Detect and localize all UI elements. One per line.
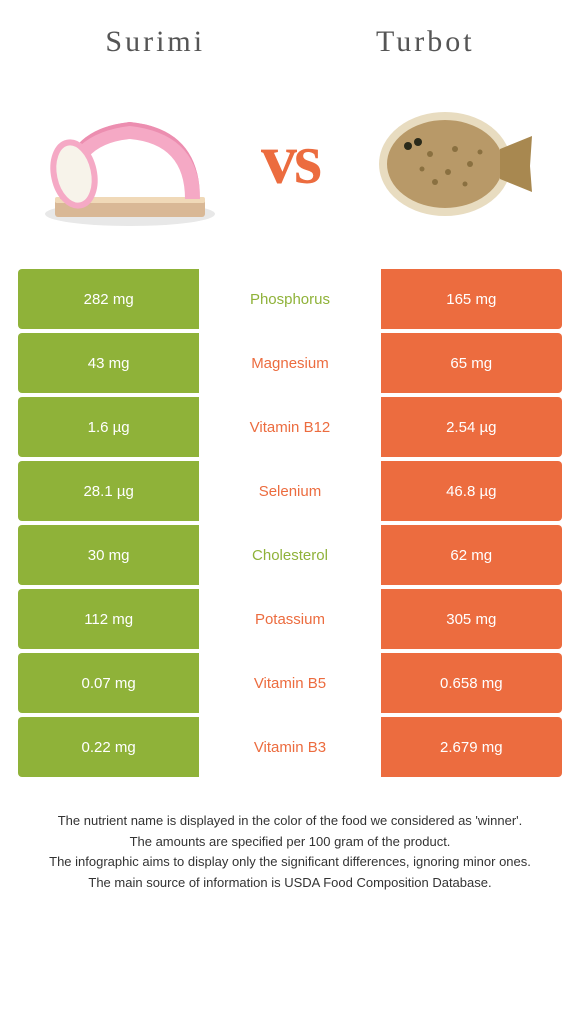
left-value: 282 mg xyxy=(18,269,199,329)
nutrient-row: 282 mgPhosphorus165 mg xyxy=(18,269,562,329)
nutrient-name: Selenium xyxy=(199,461,380,521)
nutrient-row: 1.6 µgVitamin B122.54 µg xyxy=(18,397,562,457)
turbot-image xyxy=(350,79,550,239)
nutrient-name: Potassium xyxy=(199,589,380,649)
right-value: 0.658 mg xyxy=(381,653,562,713)
footer-line: The main source of information is USDA F… xyxy=(18,873,562,893)
nutrient-name: Magnesium xyxy=(199,333,380,393)
nutrient-name: Phosphorus xyxy=(199,269,380,329)
right-value: 165 mg xyxy=(381,269,562,329)
nutrient-name: Vitamin B12 xyxy=(199,397,380,457)
nutrient-row: 28.1 µgSelenium46.8 µg xyxy=(18,461,562,521)
images-row: vs xyxy=(0,74,580,269)
right-value: 305 mg xyxy=(381,589,562,649)
left-value: 0.22 mg xyxy=(18,717,199,777)
left-value: 30 mg xyxy=(18,525,199,585)
nutrient-name: Cholesterol xyxy=(199,525,380,585)
right-value: 2.54 µg xyxy=(381,397,562,457)
left-value: 0.07 mg xyxy=(18,653,199,713)
footer-line: The nutrient name is displayed in the co… xyxy=(18,811,562,831)
left-value: 112 mg xyxy=(18,589,199,649)
nutrient-row: 0.22 mgVitamin B32.679 mg xyxy=(18,717,562,777)
nutrient-table: 282 mgPhosphorus165 mg43 mgMagnesium65 m… xyxy=(0,269,580,777)
nutrient-row: 30 mgCholesterol62 mg xyxy=(18,525,562,585)
left-food-title: Surimi xyxy=(105,25,205,59)
nutrient-name: Vitamin B3 xyxy=(199,717,380,777)
footer-line: The amounts are specified per 100 gram o… xyxy=(18,832,562,852)
right-value: 65 mg xyxy=(381,333,562,393)
nutrient-name: Vitamin B5 xyxy=(199,653,380,713)
footer-line: The infographic aims to display only the… xyxy=(18,852,562,872)
left-value: 28.1 µg xyxy=(18,461,199,521)
left-value: 1.6 µg xyxy=(18,397,199,457)
nutrient-row: 43 mgMagnesium65 mg xyxy=(18,333,562,393)
left-value: 43 mg xyxy=(18,333,199,393)
right-value: 62 mg xyxy=(381,525,562,585)
footer-notes: The nutrient name is displayed in the co… xyxy=(0,781,580,892)
header: Surimi Turbot xyxy=(0,0,580,74)
right-value: 2.679 mg xyxy=(381,717,562,777)
surimi-image xyxy=(30,79,230,239)
nutrient-row: 0.07 mgVitamin B50.658 mg xyxy=(18,653,562,713)
right-value: 46.8 µg xyxy=(381,461,562,521)
right-food-title: Turbot xyxy=(376,25,475,59)
nutrient-row: 112 mgPotassium305 mg xyxy=(18,589,562,649)
vs-label: vs xyxy=(261,118,319,201)
